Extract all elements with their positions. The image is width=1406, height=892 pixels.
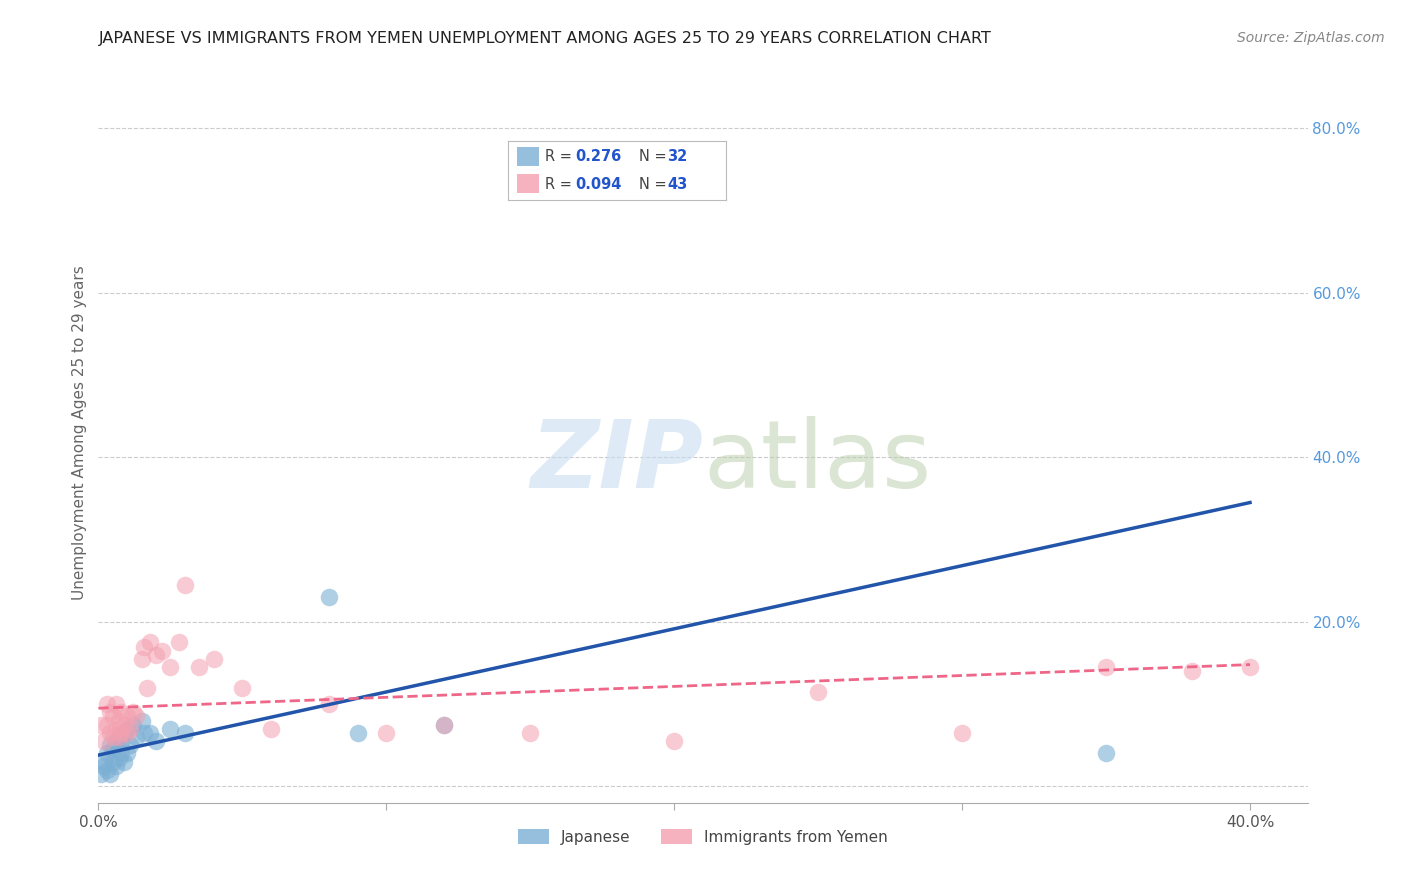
Point (104, 734, 127, 748)
Point (115, 709, 138, 723)
Text: R =: R = (546, 149, 576, 164)
Point (131, 714, 153, 728)
Text: N =: N = (638, 177, 671, 192)
Point (375, 726, 398, 740)
Point (96, 763, 118, 777)
Point (136, 681, 159, 695)
Point (346, 726, 368, 740)
Text: ZIP: ZIP (530, 417, 703, 508)
Point (110, 726, 132, 740)
Point (115, 747, 138, 761)
Point (93, 758, 115, 772)
Point (159, 660, 181, 674)
Point (134, 640, 156, 654)
Point (112, 717, 135, 731)
Point (98, 767, 121, 781)
Point (173, 578, 195, 592)
Point (107, 730, 129, 744)
Point (159, 722, 181, 736)
Y-axis label: Unemployment Among Ages 25 to 29 years: Unemployment Among Ages 25 to 29 years (72, 265, 87, 600)
Legend: Japanese, Immigrants from Yemen: Japanese, Immigrants from Yemen (512, 822, 894, 851)
Point (145, 734, 167, 748)
Text: Source: ZipAtlas.com: Source: ZipAtlas.com (1237, 31, 1385, 45)
Point (125, 730, 148, 744)
Point (120, 722, 142, 736)
Point (104, 697, 127, 711)
Point (112, 755, 135, 769)
Point (122, 706, 145, 720)
Point (112, 726, 135, 740)
Point (433, 717, 456, 731)
Point (101, 709, 124, 723)
Point (104, 722, 127, 736)
Point (139, 635, 162, 649)
Point (1239, 660, 1261, 674)
Point (231, 681, 253, 695)
Point (1181, 664, 1204, 678)
Point (110, 706, 132, 720)
Point (101, 730, 124, 744)
Point (173, 726, 195, 740)
Point (807, 685, 830, 699)
Point (90, 717, 112, 731)
Point (96, 717, 118, 731)
Point (122, 717, 145, 731)
Point (664, 734, 686, 748)
Point (90, 767, 112, 781)
Bar (517, 147, 538, 166)
Point (101, 755, 124, 769)
Point (260, 722, 283, 736)
Point (125, 709, 148, 723)
Point (110, 747, 132, 761)
Point (131, 652, 153, 666)
Point (115, 722, 138, 736)
Point (110, 734, 132, 748)
Point (1095, 747, 1118, 761)
Point (115, 726, 138, 740)
Point (93, 755, 115, 769)
Point (96, 697, 118, 711)
Text: JAPANESE VS IMMIGRANTS FROM YEMEN UNEMPLOYMENT AMONG AGES 25 TO 29 YEARS CORRELA: JAPANESE VS IMMIGRANTS FROM YEMEN UNEMPL… (98, 31, 991, 46)
Point (98, 706, 121, 720)
Point (98, 738, 121, 752)
Point (188, 660, 211, 674)
Point (120, 738, 142, 752)
Point (107, 750, 129, 764)
Text: 32: 32 (668, 149, 688, 164)
Text: 43: 43 (668, 177, 688, 192)
Bar (517, 174, 538, 193)
Point (98, 726, 121, 740)
Point (318, 697, 340, 711)
Point (145, 648, 167, 662)
Point (1095, 660, 1118, 674)
Text: atlas: atlas (703, 417, 931, 508)
Text: N =: N = (638, 149, 671, 164)
Point (107, 730, 129, 744)
Point (433, 717, 456, 731)
Point (167, 635, 190, 649)
Point (104, 758, 127, 772)
Point (134, 726, 156, 740)
Point (950, 726, 973, 740)
Point (150, 643, 173, 657)
Point (139, 726, 162, 740)
Point (101, 742, 124, 756)
Text: R =: R = (546, 177, 576, 192)
Point (107, 714, 129, 728)
Point (93, 734, 115, 748)
Point (318, 590, 340, 604)
Text: 0.094: 0.094 (575, 177, 621, 192)
Point (96, 747, 118, 761)
Text: 0.276: 0.276 (575, 149, 621, 164)
Point (519, 726, 541, 740)
Point (202, 652, 225, 666)
